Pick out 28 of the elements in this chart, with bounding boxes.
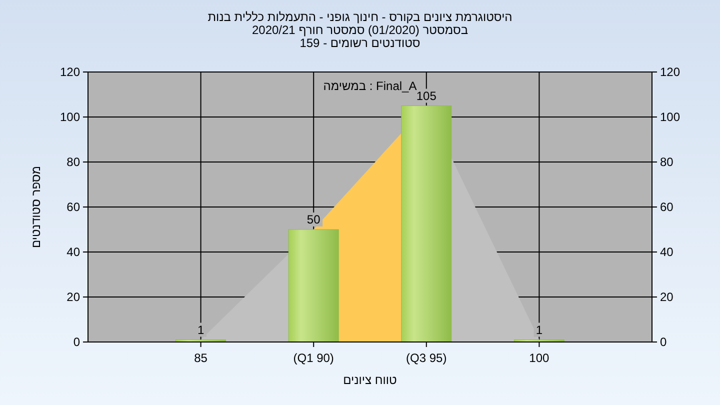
chart-title: היסטוגרמת ציונים בקורס - חינוך גופני - התעמלות כללית בנות bbox=[208, 10, 512, 24]
y2-tick-label: 0 bbox=[660, 335, 667, 349]
y-axis-title: מספר סטודנטים bbox=[29, 166, 43, 248]
x-tick-label: 100 bbox=[529, 351, 550, 365]
y2-tick-label: 40 bbox=[660, 245, 674, 259]
chart-subtitle: בסמסטר (01/2020) סמסטר חורף 2020/21 סטודנטים רשומים - 159 bbox=[252, 23, 468, 50]
data-label: 1 bbox=[536, 322, 543, 337]
data-label: 50 bbox=[306, 212, 321, 226]
data-label: 105 bbox=[416, 88, 437, 103]
y2-tick-label: 60 bbox=[660, 200, 674, 214]
y2-tick-label: 100 bbox=[660, 110, 680, 124]
y-tick-label: 120 bbox=[60, 65, 80, 79]
x-tick-label: (Q1 90) bbox=[293, 351, 334, 365]
y2-tick-label: 20 bbox=[660, 290, 674, 304]
y2-tick-label: 120 bbox=[660, 65, 680, 79]
bar bbox=[288, 229, 339, 342]
data-label: 1 bbox=[197, 322, 204, 337]
x-axis-title: טווח ציונים bbox=[343, 373, 398, 387]
y2-tick-label: 80 bbox=[660, 155, 674, 169]
y-tick-label: 40 bbox=[66, 245, 80, 259]
y-tick-label: 100 bbox=[60, 110, 80, 124]
y-tick-label: 60 bbox=[66, 200, 80, 214]
y-tick-label: 80 bbox=[66, 155, 80, 169]
y-tick-label: 20 bbox=[66, 290, 80, 304]
x-tick-label: 85 bbox=[194, 351, 208, 365]
y-tick-label: 0 bbox=[73, 335, 80, 349]
annotation: במשימה : Final_A bbox=[323, 79, 417, 93]
x-tick-label: (Q3 95) bbox=[406, 351, 447, 365]
